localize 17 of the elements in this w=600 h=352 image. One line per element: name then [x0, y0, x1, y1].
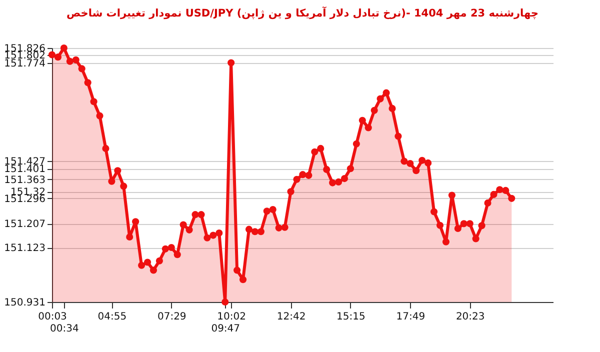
y-tick-label: 151.123 [4, 243, 46, 254]
x-tick-label: 17:49 [396, 312, 426, 322]
x-tick-label: 04:55 [98, 312, 127, 322]
y-tick-label: 151.363 [4, 174, 46, 186]
x-tick-label: 10:02 [217, 312, 246, 322]
x-tick-label: 00:03 [38, 312, 67, 322]
x-tick-label: 15:15 [336, 312, 366, 322]
chart-title: نمودار تغییرات شاخص USD/JPY (نرخ تبادل دلار آمریکا و ین ژاپن)- چهارشنبه 23 مهر 1404 [66, 6, 539, 20]
x-tick-label: 07:29 [157, 312, 186, 322]
y-tick-label: 150.931 [4, 298, 46, 308]
x-tick-label: 00:34 [50, 324, 79, 334]
y-tick-label: 151.296 [4, 194, 46, 205]
y-tick-label: 151.207 [4, 219, 46, 230]
y-tick-label: 151.774 [4, 58, 46, 70]
x-tick-label: 09:47 [211, 324, 240, 334]
x-tick-label: 12:42 [276, 312, 306, 322]
x-tick-label: 20:23 [456, 312, 485, 322]
